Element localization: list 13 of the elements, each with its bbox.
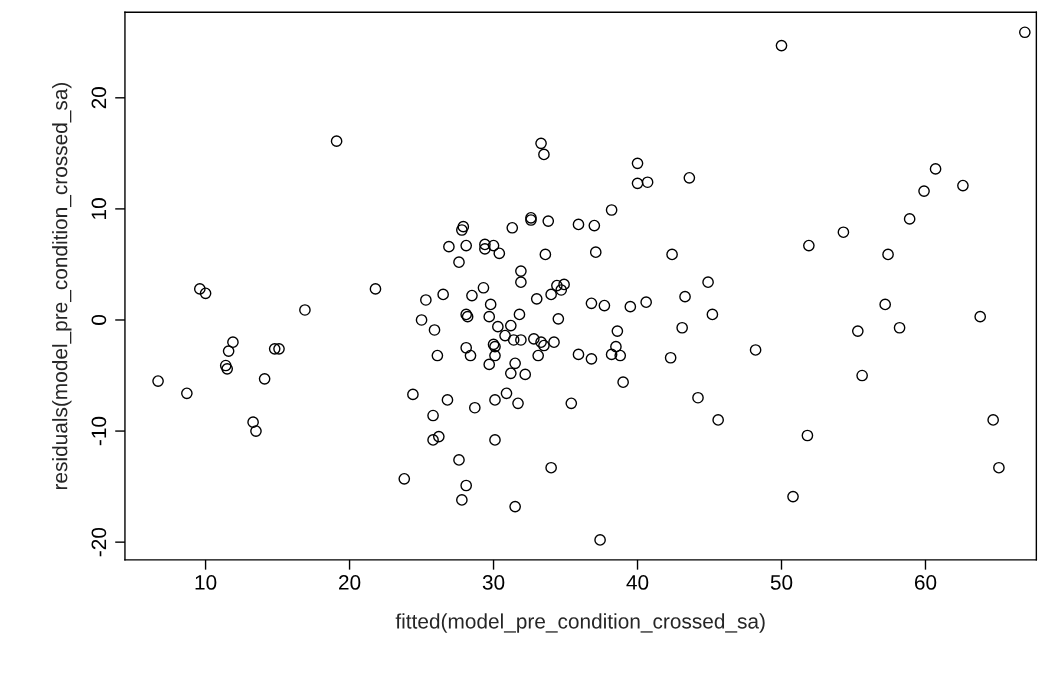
y-tick-label: -10 xyxy=(91,416,107,446)
x-tick-label: 10 xyxy=(195,575,217,590)
x-tick-label: 30 xyxy=(482,575,505,590)
x-tick-label: 20 xyxy=(339,575,361,590)
y-tick-label: 0 xyxy=(91,315,107,325)
x-tick-label: 50 xyxy=(770,575,793,590)
x-tick-label: 60 xyxy=(914,575,937,590)
x-axis-title: fitted(model_pre_condition_crossed_sa) xyxy=(395,613,765,633)
y-tick-label: 10 xyxy=(91,198,107,219)
y-tick-label: -20 xyxy=(91,527,107,557)
x-tick-label: 40 xyxy=(626,575,649,590)
y-axis-title: residuals(model_pre_condition_crossed_sa) xyxy=(52,82,72,490)
y-tick-label: 20 xyxy=(91,87,107,109)
